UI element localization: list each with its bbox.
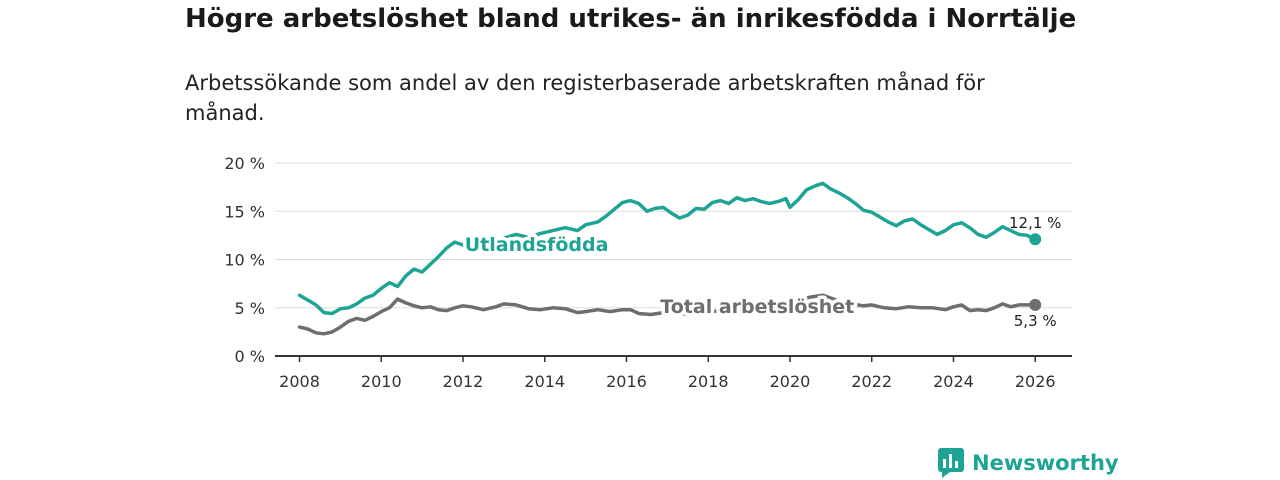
x-tick-label: 2022	[851, 372, 892, 391]
y-tick-label: 10 %	[224, 251, 265, 270]
line-chart: 0 %5 %10 %15 %20 % 2008 2010 2012 2014 2016 2…	[224, 154, 1072, 391]
y-axis-labels: 0 % 5 % 10 % 15 % 20 %	[224, 154, 265, 366]
y-tick-label: 20 %	[224, 154, 265, 173]
x-tick-label: 2008	[279, 372, 320, 391]
series-end-label-0: 12,1 %	[1009, 214, 1061, 232]
series-end-label-1: 5,3 %	[1014, 312, 1057, 330]
y-tick-label: 5 %	[235, 299, 265, 318]
newsworthy-logo-icon	[938, 448, 964, 478]
series-line-0	[297, 181, 1037, 316]
gridlines	[275, 162, 1072, 362]
series-line-1	[297, 293, 1037, 336]
series-annotations: Utlandsfödda Total arbetslöshet	[461, 231, 858, 322]
series-annotation-0: Utlandsfödda	[465, 234, 609, 256]
chart-subtitle: Arbetssökande som andel av den registerb…	[185, 71, 985, 125]
x-tick-label: 2012	[443, 372, 484, 391]
x-tick-label: 2020	[770, 372, 811, 391]
newsworthy-brand[interactable]: Newsworthy	[938, 448, 1119, 478]
series-lines: 12,1 % 5,3 %	[297, 181, 1061, 336]
x-tick-label: 2014	[524, 372, 565, 391]
series-annotation-1: Total arbetslöshet	[660, 296, 854, 318]
x-tick-label: 2024	[933, 372, 974, 391]
series-end-dot-1	[1029, 298, 1042, 311]
y-tick-label: 0 %	[235, 347, 265, 366]
chart-title: Högre arbetslöshet bland utrikes- än inr…	[185, 4, 1077, 34]
y-tick-label: 15 %	[224, 202, 265, 221]
brand-name: Newsworthy	[972, 451, 1119, 475]
x-tick-label: 2026	[1015, 372, 1056, 391]
x-tick-label: 2016	[606, 372, 647, 391]
series-end-dot-0	[1029, 233, 1042, 246]
x-tick-label: 2018	[688, 372, 729, 391]
x-axis-labels: 2008 2010 2012 2014 2016 2018 2020 2022 2024 2026	[279, 372, 1055, 391]
x-tick-label: 2010	[361, 372, 402, 391]
